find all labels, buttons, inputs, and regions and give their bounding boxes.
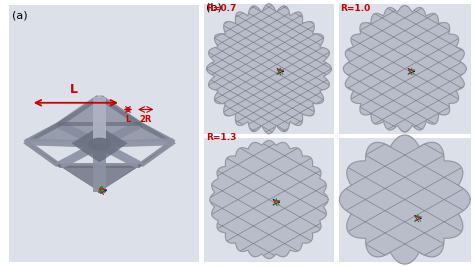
Circle shape [98,96,101,97]
Polygon shape [137,140,176,167]
Polygon shape [72,126,128,162]
Bar [204,138,334,262]
Polygon shape [100,142,173,192]
Polygon shape [97,95,143,125]
Circle shape [139,165,141,166]
Text: (b): (b) [206,3,222,13]
Polygon shape [26,142,100,192]
Polygon shape [93,144,106,192]
Polygon shape [56,95,102,125]
Circle shape [58,124,60,125]
Circle shape [25,141,27,143]
Polygon shape [23,140,62,167]
Polygon shape [95,142,144,168]
Polygon shape [59,163,140,168]
Bar [9,5,199,262]
Text: 2R: 2R [139,115,152,124]
Polygon shape [99,138,173,148]
Polygon shape [24,123,62,143]
Bar [339,4,471,134]
Polygon shape [55,121,104,147]
Polygon shape [137,123,175,143]
Polygon shape [59,122,140,126]
Polygon shape [26,97,173,142]
Text: R=1.0: R=1.0 [340,4,370,13]
Polygon shape [26,97,100,142]
Circle shape [172,141,174,143]
Polygon shape [93,97,106,144]
Polygon shape [207,4,331,134]
Circle shape [89,138,110,150]
Polygon shape [343,6,466,132]
Bar [204,4,334,134]
Polygon shape [59,166,140,192]
Text: R=0.7: R=0.7 [206,4,237,13]
Text: R=1.3: R=1.3 [206,134,237,143]
Polygon shape [95,121,144,147]
Polygon shape [100,97,173,142]
Circle shape [139,124,141,125]
Text: L: L [125,115,131,124]
Circle shape [99,191,100,193]
Polygon shape [339,135,470,264]
Polygon shape [26,138,100,148]
Bar [339,138,471,262]
Circle shape [58,165,60,166]
Text: L: L [70,83,77,96]
Polygon shape [93,97,106,144]
Polygon shape [210,141,328,258]
Polygon shape [55,142,104,168]
Text: (a): (a) [12,11,27,21]
